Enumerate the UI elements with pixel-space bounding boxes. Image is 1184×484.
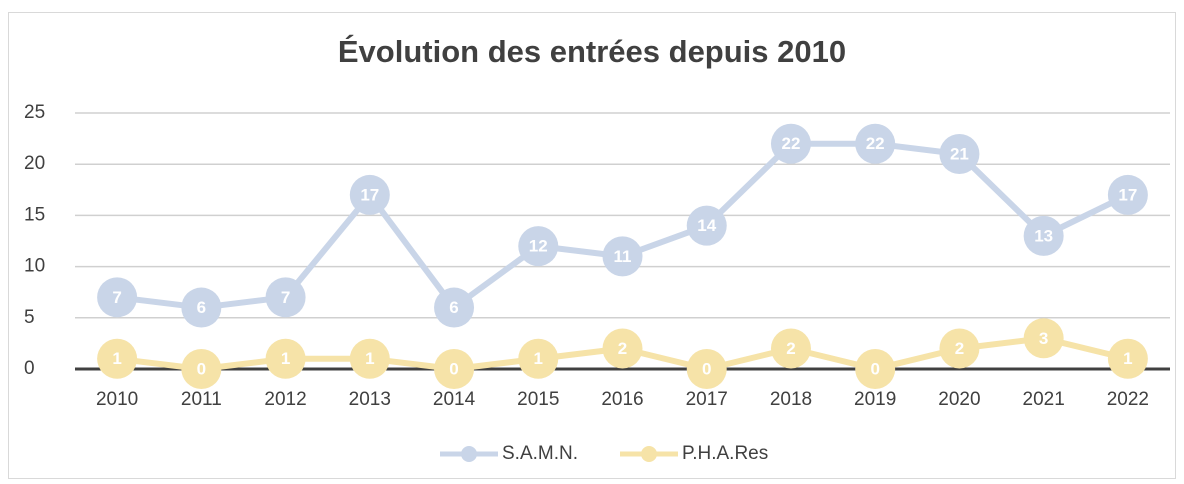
data-label: 11 bbox=[614, 247, 632, 266]
y-tick-label: 20 bbox=[24, 153, 45, 174]
data-point bbox=[686, 349, 727, 389]
data-point bbox=[97, 338, 138, 379]
data-label: 6 bbox=[197, 298, 206, 317]
chart-title: Évolution des entrées depuis 2010 bbox=[338, 34, 846, 69]
x-tick-label: 2011 bbox=[181, 389, 222, 410]
data-label: 0 bbox=[197, 359, 206, 378]
data-point bbox=[855, 123, 896, 164]
data-label: 7 bbox=[112, 288, 121, 307]
data-point bbox=[1107, 174, 1148, 215]
legend-marker bbox=[461, 446, 477, 462]
data-label: 12 bbox=[529, 237, 548, 256]
data-point bbox=[97, 277, 138, 318]
x-tick-label: 2021 bbox=[1023, 389, 1065, 410]
data-label: 13 bbox=[1034, 226, 1053, 245]
data-point bbox=[349, 174, 390, 215]
x-tick-label: 2010 bbox=[96, 389, 138, 410]
data-point bbox=[349, 338, 390, 379]
x-tick-label: 2016 bbox=[601, 389, 643, 410]
data-label: 0 bbox=[449, 359, 458, 378]
x-tick-label: 2020 bbox=[938, 389, 980, 410]
x-tick-label: 2019 bbox=[854, 389, 896, 410]
legend-label: S.A.M.N. bbox=[502, 443, 578, 464]
data-label: 22 bbox=[782, 134, 801, 153]
x-tick-label: 2017 bbox=[686, 389, 728, 410]
data-label: 1 bbox=[112, 349, 121, 368]
x-tick-label: 2022 bbox=[1107, 389, 1149, 410]
data-label: 1 bbox=[1123, 349, 1132, 368]
data-point bbox=[770, 123, 811, 164]
x-tick-label: 2015 bbox=[517, 389, 559, 410]
x-tick-label: 2012 bbox=[264, 389, 306, 410]
data-point bbox=[602, 328, 643, 369]
data-label: 22 bbox=[866, 134, 885, 153]
data-label: 0 bbox=[870, 359, 879, 378]
data-point bbox=[181, 287, 222, 328]
data-point bbox=[939, 328, 980, 369]
x-tick-label: 2014 bbox=[433, 389, 476, 410]
data-point bbox=[1023, 215, 1064, 256]
data-point bbox=[434, 349, 475, 389]
data-point bbox=[518, 226, 559, 267]
data-point bbox=[939, 133, 980, 174]
data-label: 3 bbox=[1039, 329, 1048, 348]
data-label: 2 bbox=[618, 339, 627, 358]
data-point bbox=[1107, 338, 1148, 379]
chart-frame bbox=[8, 12, 1176, 479]
data-label: 7 bbox=[281, 288, 290, 307]
data-point bbox=[602, 236, 643, 277]
data-label: 17 bbox=[1118, 185, 1137, 204]
data-label: 0 bbox=[702, 359, 711, 378]
data-label: 17 bbox=[360, 185, 379, 204]
y-tick-label: 25 bbox=[24, 102, 45, 123]
data-point bbox=[518, 338, 559, 379]
y-tick-label: 10 bbox=[24, 256, 45, 277]
y-tick-label: 0 bbox=[24, 358, 35, 379]
data-label: 1 bbox=[534, 349, 543, 368]
data-label: 1 bbox=[365, 349, 374, 368]
data-point bbox=[181, 349, 222, 389]
data-point bbox=[1023, 318, 1064, 359]
legend-label: P.H.A.Res bbox=[682, 443, 768, 464]
data-point bbox=[265, 277, 306, 318]
data-point bbox=[434, 287, 475, 328]
y-tick-label: 15 bbox=[24, 204, 45, 225]
data-point bbox=[265, 338, 306, 379]
x-tick-label: 2018 bbox=[770, 389, 812, 410]
data-label: 6 bbox=[449, 298, 458, 317]
data-label: 2 bbox=[955, 339, 964, 358]
data-label: 2 bbox=[786, 339, 795, 358]
data-label: 1 bbox=[281, 349, 290, 368]
x-tick-label: 2013 bbox=[349, 389, 391, 410]
data-point bbox=[855, 349, 896, 389]
data-label: 21 bbox=[950, 144, 969, 163]
data-point bbox=[770, 328, 811, 369]
y-tick-label: 5 bbox=[24, 307, 35, 328]
data-label: 14 bbox=[697, 216, 716, 235]
data-point bbox=[686, 205, 727, 246]
legend-marker bbox=[641, 446, 657, 462]
